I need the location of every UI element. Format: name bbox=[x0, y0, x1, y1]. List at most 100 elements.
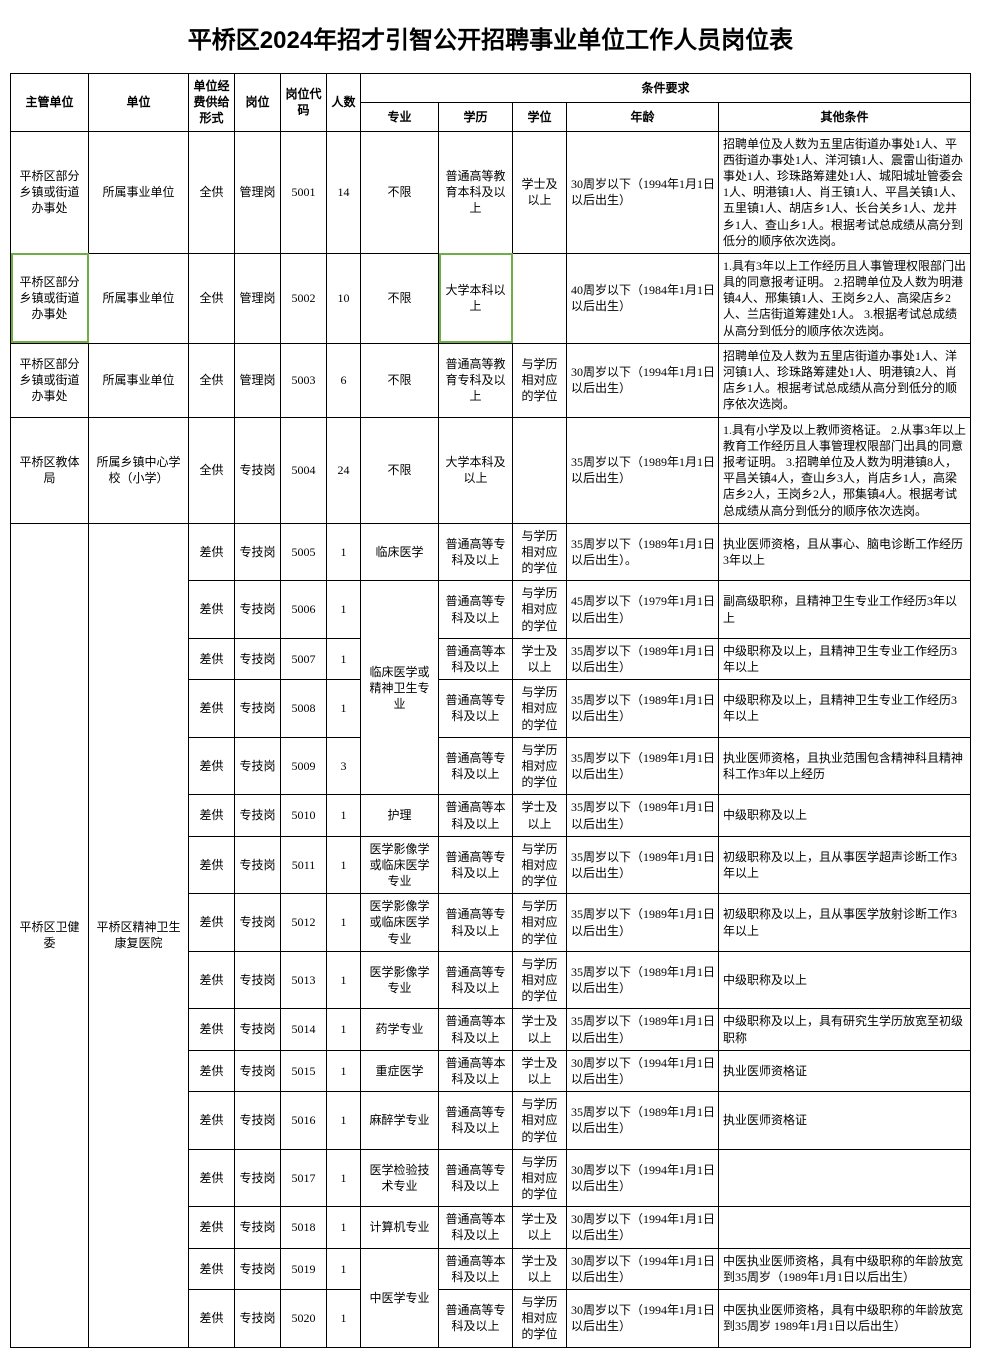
cell-post: 专技岗 bbox=[235, 951, 281, 1009]
cell-major: 不限 bbox=[361, 417, 439, 523]
cell-count: 14 bbox=[327, 131, 361, 253]
table-row: 平桥区卫健委 平桥区精神卫生康复医院 差供 专技岗 5005 1 临床医学 普通… bbox=[11, 523, 971, 581]
cell-code: 5012 bbox=[281, 894, 327, 952]
table-header: 主管单位 单位 单位经费供给形式 岗位 岗位代码 人数 条件要求 专业 学历 学… bbox=[11, 74, 971, 132]
cell-code: 5019 bbox=[281, 1248, 327, 1289]
cell-age: 35周岁以下（1989年1月1日以后出生） bbox=[567, 638, 719, 679]
cell-education: 普通高等本科及以上 bbox=[439, 1248, 513, 1289]
cell-major: 麻醉学专业 bbox=[361, 1092, 439, 1150]
cell-funding: 差供 bbox=[189, 1050, 235, 1091]
cell-age: 35周岁以下（1989年1月1日以后出生） bbox=[567, 1009, 719, 1050]
cell-count: 6 bbox=[327, 343, 361, 417]
cell-authority: 平桥区教体局 bbox=[11, 417, 89, 523]
cell-degree: 学士及以上 bbox=[513, 1009, 567, 1050]
cell-count: 10 bbox=[327, 253, 361, 343]
cell-age: 35周岁以下（1989年1月1日以后出生） bbox=[567, 417, 719, 523]
cell-funding: 差供 bbox=[189, 1290, 235, 1348]
cell-degree: 学士及以上 bbox=[513, 1248, 567, 1289]
cell-other bbox=[719, 1207, 971, 1248]
table-row: 平桥区教体局 所属乡镇中心学校（小学） 全供 专技岗 5004 24 不限 大学… bbox=[11, 417, 971, 523]
cell-funding: 全供 bbox=[189, 417, 235, 523]
cell-education: 普通高等专科及以上 bbox=[439, 894, 513, 952]
cell-funding: 差供 bbox=[189, 1207, 235, 1248]
cell-other: 招聘单位及人数为五里店街道办事处1人、平西街道办事处1人、洋河镇1人、震雷山街道… bbox=[719, 131, 971, 253]
cell-authority: 平桥区部分乡镇或街道办事处 bbox=[11, 253, 89, 343]
cell-authority: 平桥区部分乡镇或街道办事处 bbox=[11, 343, 89, 417]
th-authority: 主管单位 bbox=[11, 74, 89, 132]
cell-degree: 学士及以上 bbox=[513, 638, 567, 679]
cell-code: 5001 bbox=[281, 131, 327, 253]
cell-education: 普通高等专科及以上 bbox=[439, 680, 513, 738]
cell-major: 不限 bbox=[361, 343, 439, 417]
cell-count: 1 bbox=[327, 581, 361, 639]
cell-education: 普通高等专科及以上 bbox=[439, 1149, 513, 1207]
cell-education: 普通高等教育本科及以上 bbox=[439, 131, 513, 253]
cell-count: 1 bbox=[327, 1149, 361, 1207]
cell-other: 执业医师资格，且从事心、脑电诊断工作经历3年以上 bbox=[719, 523, 971, 581]
cell-education: 普通高等本科及以上 bbox=[439, 1009, 513, 1050]
cell-other: 中级职称及以上 bbox=[719, 951, 971, 1009]
cell-other: 中级职称及以上，具有研究生学历放宽至初级职称 bbox=[719, 1009, 971, 1050]
cell-other: 1.具有3年以上工作经历且人事管理权限部门出具的同意报考证明。 2.招聘单位及人… bbox=[719, 253, 971, 343]
cell-degree: 学士及以上 bbox=[513, 1050, 567, 1091]
cell-count: 1 bbox=[327, 894, 361, 952]
cell-post: 专技岗 bbox=[235, 1009, 281, 1050]
cell-funding: 差供 bbox=[189, 638, 235, 679]
cell-other: 中医执业医师资格，具有中级职称的年龄放宽到35周岁 1989年1月1日以后出生） bbox=[719, 1290, 971, 1348]
cell-other: 1.具有小学及以上教师资格证。 2.从事3年以上教育工作经历且人事管理权限部门出… bbox=[719, 417, 971, 523]
cell-funding: 差供 bbox=[189, 581, 235, 639]
cell-other: 执业医师资格，且执业范围包含精神科且精神科工作3年以上经历 bbox=[719, 737, 971, 795]
cell-major: 计算机专业 bbox=[361, 1207, 439, 1248]
cell-age: 40周岁以下（1984年1月1日以后出生） bbox=[567, 253, 719, 343]
cell-code: 5007 bbox=[281, 638, 327, 679]
cell-count: 1 bbox=[327, 951, 361, 1009]
table-row: 平桥区部分乡镇或街道办事处 所属事业单位 全供 管理岗 5002 10 不限 大… bbox=[11, 253, 971, 343]
cell-count: 1 bbox=[327, 1050, 361, 1091]
table-row: 平桥区部分乡镇或街道办事处 所属事业单位 全供 管理岗 5003 6 不限 普通… bbox=[11, 343, 971, 417]
cell-degree: 学士及以上 bbox=[513, 1207, 567, 1248]
cell-code: 5017 bbox=[281, 1149, 327, 1207]
cell-authority: 平桥区卫健委 bbox=[11, 523, 89, 1347]
cell-degree: 学士及以上 bbox=[513, 795, 567, 836]
cell-other: 中医执业医师资格，具有中级职称的年龄放宽到35周岁（1989年1月1日以后出生） bbox=[719, 1248, 971, 1289]
cell-age: 30周岁以下（1994年1月1日以后出生） bbox=[567, 1290, 719, 1348]
cell-code: 5002 bbox=[281, 253, 327, 343]
cell-degree: 与学历相对应的学位 bbox=[513, 836, 567, 894]
cell-post: 专技岗 bbox=[235, 737, 281, 795]
cell-education: 普通高等专科及以上 bbox=[439, 836, 513, 894]
cell-major: 临床医学 bbox=[361, 523, 439, 581]
cell-count: 1 bbox=[327, 638, 361, 679]
cell-code: 5009 bbox=[281, 737, 327, 795]
th-age: 年龄 bbox=[567, 102, 719, 131]
cell-education: 大学本科以上 bbox=[439, 253, 513, 343]
cell-code: 5005 bbox=[281, 523, 327, 581]
cell-unit: 所属乡镇中心学校（小学） bbox=[89, 417, 189, 523]
th-count: 人数 bbox=[327, 74, 361, 132]
cell-post: 管理岗 bbox=[235, 253, 281, 343]
cell-post: 专技岗 bbox=[235, 836, 281, 894]
cell-age: 30周岁以下（1994年1月1日以后出生） bbox=[567, 1050, 719, 1091]
cell-post: 专技岗 bbox=[235, 523, 281, 581]
cell-count: 1 bbox=[327, 680, 361, 738]
cell-count: 24 bbox=[327, 417, 361, 523]
cell-funding: 全供 bbox=[189, 253, 235, 343]
cell-funding: 差供 bbox=[189, 1009, 235, 1050]
cell-major: 中医学专业 bbox=[361, 1248, 439, 1347]
cell-other: 执业医师资格证 bbox=[719, 1092, 971, 1150]
cell-post: 管理岗 bbox=[235, 131, 281, 253]
cell-post: 专技岗 bbox=[235, 894, 281, 952]
cell-other: 初级职称及以上，且从事医学放射诊断工作3年以上 bbox=[719, 894, 971, 952]
cell-age: 35周岁以下（1989年1月1日以后出生） bbox=[567, 1092, 719, 1150]
cell-other: 中级职称及以上，且精神卫生专业工作经历3年以上 bbox=[719, 680, 971, 738]
cell-count: 1 bbox=[327, 1290, 361, 1348]
cell-age: 30周岁以下（1994年1月1日以后出生） bbox=[567, 343, 719, 417]
cell-age: 35周岁以下（1989年1月1日以后出生） bbox=[567, 737, 719, 795]
cell-age: 30周岁以下（1994年1月1日以后出生） bbox=[567, 131, 719, 253]
cell-education: 普通高等本科及以上 bbox=[439, 1207, 513, 1248]
cell-education: 普通高等教育专科及以上 bbox=[439, 343, 513, 417]
cell-degree: 与学历相对应的学位 bbox=[513, 894, 567, 952]
cell-funding: 全供 bbox=[189, 343, 235, 417]
cell-age: 35周岁以下（1989年1月1日以后出生） bbox=[567, 951, 719, 1009]
cell-post: 专技岗 bbox=[235, 1248, 281, 1289]
cell-funding: 差供 bbox=[189, 795, 235, 836]
